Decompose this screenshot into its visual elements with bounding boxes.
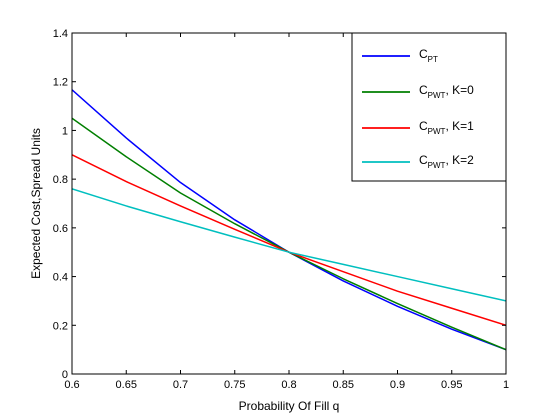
y-tick-label: 0.2: [53, 320, 68, 332]
series-line-4: [72, 188, 506, 302]
x-tick-label: 0.7: [173, 379, 188, 391]
y-tick-label: 0.8: [53, 174, 68, 186]
y-tick-label: 1: [62, 125, 68, 137]
ticks-layer: 0.6 0.65 0.7 0.75 0.8 0.85 0.9 0.95 1 0 0.2 0.4 0.6 0…: [53, 28, 509, 391]
x-tick-label: 0.85: [333, 379, 354, 391]
x-tick-label: 0.65: [116, 379, 137, 391]
legend-entry-label: CPWT, K=0: [419, 83, 474, 100]
y-tick-label: 0.4: [53, 272, 68, 284]
x-axis-label: Probability Of Fill q: [239, 399, 340, 413]
x-tick-label: 0.8: [281, 379, 296, 391]
x-tick-label: 0.95: [441, 379, 462, 391]
legend-entry-label: CPWT, K=1: [419, 119, 474, 136]
legend-box: [351, 32, 507, 182]
x-tick-label: 0.75: [224, 379, 245, 391]
y-tick-label: 1.2: [53, 77, 68, 89]
y-tick-label: 0.6: [53, 223, 68, 235]
legend: CPT CPWT, K=0 CPWT, K=1 CPWT, K=2: [351, 32, 507, 182]
series-layer: [72, 89, 506, 351]
legend-entry-label: CPT: [419, 47, 438, 64]
x-tick-label: 1: [503, 379, 509, 391]
x-tick-label: 0.6: [64, 379, 79, 391]
legend-entry-label: CPWT, K=2: [419, 153, 474, 170]
x-tick-label: 0.9: [390, 379, 405, 391]
y-tick-label: 1.4: [53, 28, 68, 40]
y-tick-label: 0: [62, 369, 68, 381]
y-axis-label: Expected Cost,Spread Units: [29, 128, 43, 279]
plot-frame: [71, 32, 507, 375]
